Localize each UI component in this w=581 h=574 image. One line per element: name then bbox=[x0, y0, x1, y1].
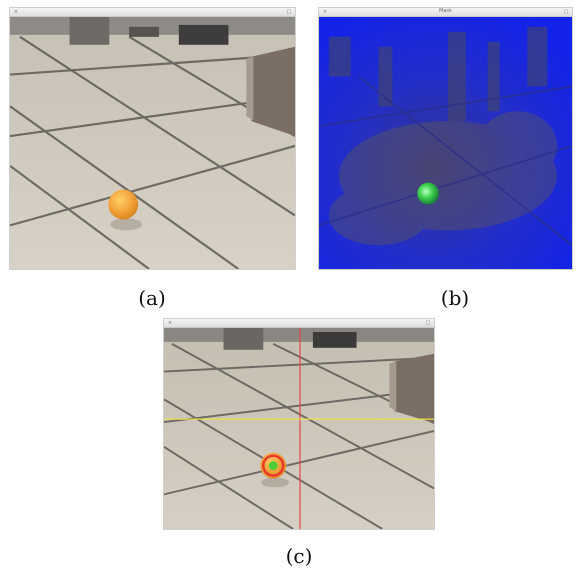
detection-center bbox=[268, 461, 278, 471]
camera-view-detection bbox=[164, 328, 434, 529]
close-icon[interactable]: × bbox=[13, 9, 19, 15]
ball-mask-blob bbox=[417, 182, 440, 205]
window-panel-c[interactable]: × □ bbox=[163, 318, 435, 530]
window-titlebar-a[interactable]: × □ bbox=[10, 8, 295, 17]
window-titlebar-b[interactable]: × Mask □ bbox=[319, 8, 572, 17]
window-panel-b[interactable]: × Mask □ bbox=[318, 7, 573, 270]
caption-b: (b) bbox=[440, 286, 470, 310]
camera-view-mask bbox=[319, 17, 572, 269]
detection-ring bbox=[262, 454, 285, 477]
caption-c: (c) bbox=[285, 544, 313, 568]
ball bbox=[108, 189, 139, 220]
maximize-icon[interactable]: □ bbox=[425, 320, 431, 326]
window-title-b: Mask bbox=[439, 8, 452, 14]
camera-view-original bbox=[10, 17, 295, 269]
close-icon[interactable]: × bbox=[322, 9, 328, 15]
window-panel-a[interactable]: × □ bbox=[9, 7, 296, 270]
maximize-icon[interactable]: □ bbox=[286, 9, 292, 15]
close-icon[interactable]: × bbox=[167, 320, 173, 326]
caption-a: (a) bbox=[138, 286, 166, 310]
maximize-icon[interactable]: □ bbox=[563, 9, 569, 15]
window-titlebar-c[interactable]: × □ bbox=[164, 319, 434, 328]
